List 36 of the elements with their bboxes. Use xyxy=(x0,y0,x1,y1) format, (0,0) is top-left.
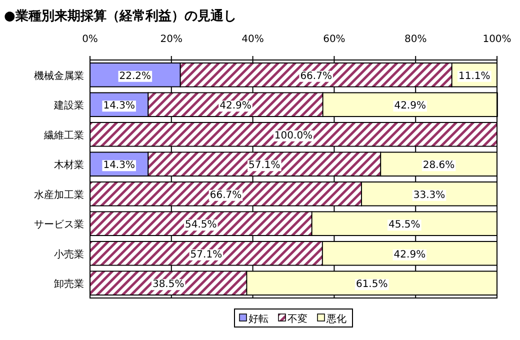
y-tick-label: サービス業 xyxy=(34,218,84,231)
y-tick-label: 小売業 xyxy=(54,248,84,260)
x-tick-label: 40% xyxy=(242,34,264,45)
chart-title: ●業種別来期採算（経常利益）の見通し xyxy=(4,8,236,24)
x-tick-label: 100% xyxy=(482,34,512,45)
data-label: 66.7% xyxy=(210,190,242,201)
y-tick-label: 繊維工業 xyxy=(43,129,84,142)
data-label: 100.0% xyxy=(274,130,313,142)
legend-label: 好転 xyxy=(248,314,268,325)
data-label: 45.5% xyxy=(388,220,420,231)
data-label: 42.9% xyxy=(394,249,426,260)
data-label: 54.5% xyxy=(185,220,217,231)
data-label: 61.5% xyxy=(356,279,388,290)
x-tick-label: 60% xyxy=(323,34,346,45)
data-label: 14.3% xyxy=(103,160,135,172)
data-label: 57.1% xyxy=(190,249,222,260)
y-tick-label: 水産加工業 xyxy=(34,188,84,201)
data-label: 33.3% xyxy=(413,190,446,201)
data-label: 42.9% xyxy=(220,100,252,112)
data-label: 66.7% xyxy=(300,70,332,82)
data-label: 22.2% xyxy=(119,70,152,82)
data-label: 57.1% xyxy=(248,160,280,172)
legend-label: 悪化 xyxy=(326,313,346,325)
data-label: 28.6% xyxy=(422,160,455,172)
x-tick-label: 20% xyxy=(160,34,183,45)
data-label: 14.3% xyxy=(103,100,135,112)
data-label: 11.1% xyxy=(458,70,490,82)
x-tick-label: 80% xyxy=(404,34,427,45)
y-tick-label: 卸売業 xyxy=(54,278,84,290)
y-tick-label: 木材業 xyxy=(54,159,84,172)
y-tick-label: 機械金属業 xyxy=(34,70,84,82)
y-tick-label: 建設業 xyxy=(53,100,84,112)
data-label: 42.9% xyxy=(394,100,426,112)
x-tick-label: 0% xyxy=(82,34,98,45)
data-label: 38.5% xyxy=(152,279,184,290)
legend-label: 不変 xyxy=(288,313,308,325)
